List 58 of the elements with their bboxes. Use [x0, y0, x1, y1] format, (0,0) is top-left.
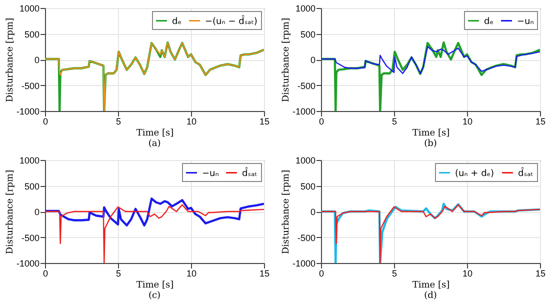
x-axis-title: Time [s] [136, 280, 174, 290]
legend-label: dₑ [172, 16, 182, 27]
text: (d) [424, 291, 437, 301]
x-axis-title: Time [s] [136, 128, 174, 138]
x-tick-label: 0 [42, 116, 48, 126]
legend-label: −uₙ [517, 16, 534, 27]
y-tick-label: 0 [310, 207, 316, 217]
y-tick-label: 1000 [19, 4, 40, 14]
y-tick-label: -500 [21, 232, 40, 243]
x-tick-label: 5 [116, 268, 122, 278]
y-tick-label: -1000 [292, 258, 316, 268]
y-tick-label: -500 [297, 232, 316, 243]
y-tick-label: 0 [34, 55, 40, 65]
x-tick-label: 5 [392, 116, 398, 126]
legend-label: (uₙ + dₑ) [455, 168, 494, 179]
x-tick-label: 15 [259, 268, 270, 278]
legend-label: dₑ [484, 16, 494, 27]
x-tick-label: 10 [186, 116, 197, 126]
legend-label: d̂ₛₐₜ [242, 167, 258, 179]
y-tick-label: -1000 [16, 106, 40, 116]
y-tick-label: 1000 [295, 156, 316, 166]
x-tick-label: 10 [186, 268, 197, 278]
y-tick-label: -1000 [292, 106, 316, 116]
y-axis-title: Disturbance [rpm] [5, 170, 16, 254]
y-tick-label: 500 [300, 29, 316, 40]
y-tick-label: -1000 [16, 258, 40, 268]
text: (b) [424, 139, 437, 149]
legend-label: −(uₙ − d̂ₛₐₜ) [205, 15, 258, 27]
line-series [321, 46, 540, 74]
line-series [45, 198, 264, 227]
y-tick-label: 500 [24, 29, 40, 40]
y-axis-title: Disturbance [rpm] [281, 170, 292, 254]
y-axis-title: Disturbance [rpm] [5, 18, 16, 102]
x-tick-label: 0 [318, 116, 324, 126]
y-tick-label: 0 [310, 55, 316, 65]
x-tick-label: 0 [42, 268, 48, 278]
y-tick-label: -500 [21, 80, 40, 91]
y-tick-label: 0 [34, 207, 40, 217]
y-tick-label: 500 [24, 181, 40, 192]
x-tick-label: 5 [116, 116, 122, 126]
legend-label: −uₙ [202, 168, 220, 179]
x-axis-title: Time [s] [412, 128, 450, 138]
y-tick-label: 1000 [19, 156, 40, 166]
y-axis-title: Disturbance [rpm] [281, 18, 292, 102]
x-tick-label: 15 [535, 268, 546, 278]
text: (c) [148, 291, 161, 301]
x-tick-label: 15 [259, 116, 270, 126]
x-tick-label: 0 [318, 268, 324, 278]
x-tick-label: 10 [462, 116, 473, 126]
y-tick-label: 1000 [295, 4, 316, 14]
x-tick-label: 10 [462, 268, 473, 278]
legend-label: d̂ₛₐₜ [518, 167, 534, 179]
text: (a) [148, 139, 161, 149]
x-tick-label: 15 [535, 116, 546, 126]
y-tick-label: 500 [300, 181, 316, 192]
x-axis-title: Time [s] [412, 280, 450, 290]
y-tick-label: -500 [297, 80, 316, 91]
x-tick-label: 5 [392, 268, 398, 278]
